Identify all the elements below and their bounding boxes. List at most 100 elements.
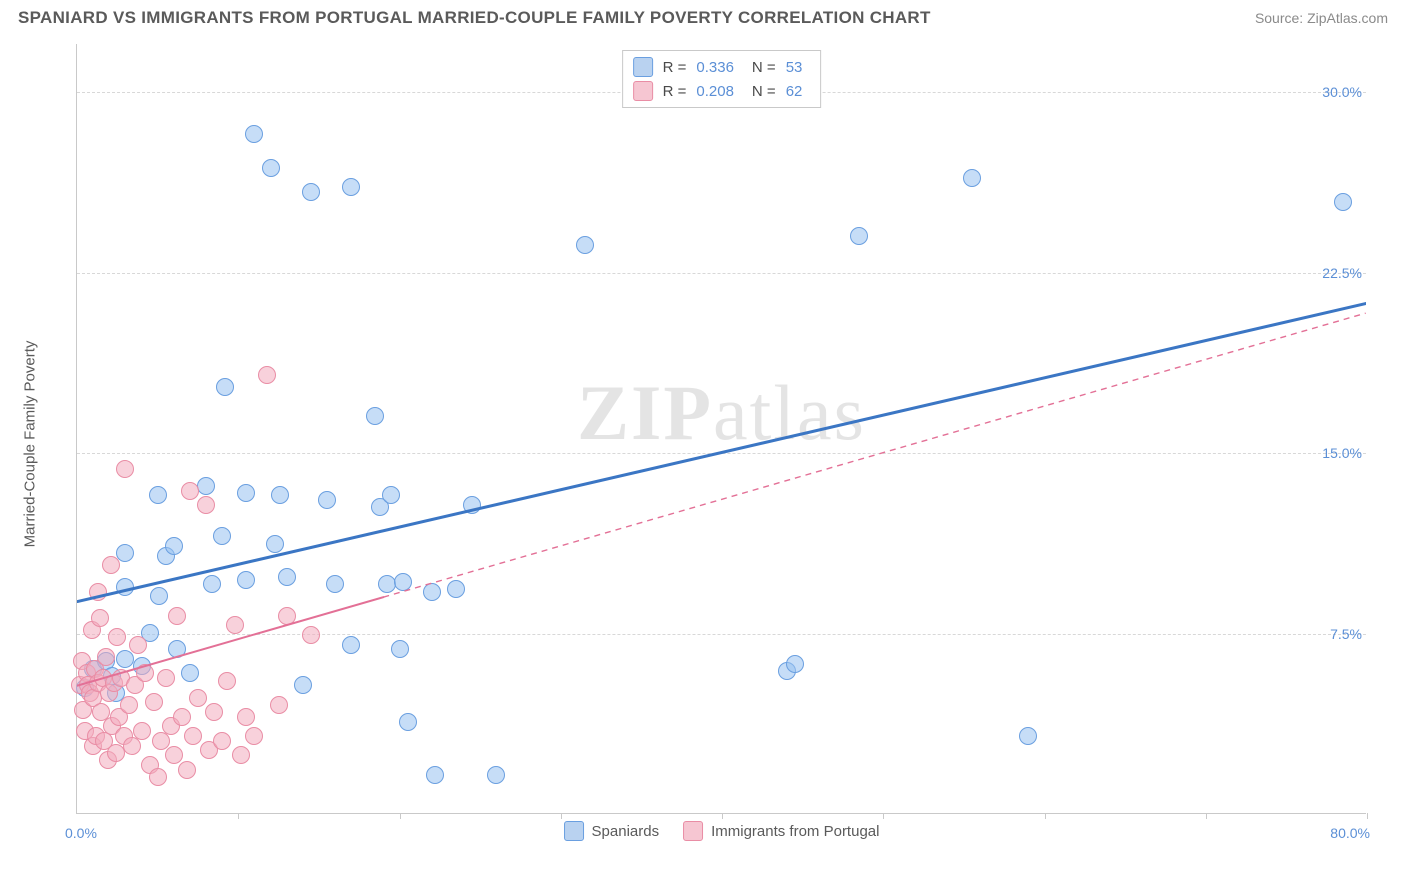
data-point-portugal (189, 689, 207, 707)
data-point-portugal (302, 626, 320, 644)
data-point-portugal (116, 460, 134, 478)
legend-series: Spaniards Immigrants from Portugal (564, 821, 880, 841)
legend-correlation: R = 0.336 N = 53 R = 0.208 N = 62 (622, 50, 822, 108)
gridline (77, 453, 1366, 454)
plot-area: ZIPatlas R = 0.336 N = 53 R = 0.208 N = … (76, 44, 1366, 814)
y-tick-label: 15.0% (1322, 445, 1362, 461)
data-point-spaniards (116, 544, 134, 562)
data-point-portugal (226, 616, 244, 634)
data-point-spaniards (326, 575, 344, 593)
data-point-spaniards (576, 236, 594, 254)
data-point-portugal (145, 693, 163, 711)
data-point-portugal (157, 669, 175, 687)
data-point-portugal (184, 727, 202, 745)
data-point-spaniards (262, 159, 280, 177)
data-point-spaniards (1334, 193, 1352, 211)
chart-title: SPANIARD VS IMMIGRANTS FROM PORTUGAL MAR… (18, 8, 931, 28)
data-point-portugal (245, 727, 263, 745)
data-point-portugal (258, 366, 276, 384)
data-point-spaniards (786, 655, 804, 673)
x-tick (722, 813, 723, 819)
data-point-spaniards (203, 575, 221, 593)
legend-row-portugal: R = 0.208 N = 62 (633, 79, 811, 103)
data-point-portugal (218, 672, 236, 690)
data-point-spaniards (1019, 727, 1037, 745)
watermark: ZIPatlas (577, 368, 866, 458)
swatch-icon (564, 821, 584, 841)
data-point-spaniards (447, 580, 465, 598)
y-tick-label: 22.5% (1322, 265, 1362, 281)
data-point-spaniards (463, 496, 481, 514)
source-label: Source: ZipAtlas.com (1255, 10, 1388, 26)
data-point-spaniards (165, 537, 183, 555)
data-point-spaniards (237, 484, 255, 502)
gridline (77, 634, 1366, 635)
data-point-portugal (278, 607, 296, 625)
gridline (77, 273, 1366, 274)
data-point-portugal (89, 583, 107, 601)
data-point-spaniards (366, 407, 384, 425)
y-axis-title: Married-Couple Family Poverty (22, 341, 39, 548)
data-point-spaniards (391, 640, 409, 658)
legend-item-portugal: Immigrants from Portugal (683, 821, 879, 841)
data-point-spaniards (342, 636, 360, 654)
data-point-spaniards (487, 766, 505, 784)
data-point-spaniards (378, 575, 396, 593)
x-min-label: 0.0% (65, 825, 97, 841)
data-point-portugal (165, 746, 183, 764)
swatch-icon (683, 821, 703, 841)
data-point-portugal (178, 761, 196, 779)
data-point-portugal (129, 636, 147, 654)
data-point-spaniards (150, 587, 168, 605)
legend-item-spaniards: Spaniards (564, 821, 660, 841)
data-point-portugal (213, 732, 231, 750)
data-point-portugal (120, 696, 138, 714)
data-point-portugal (97, 648, 115, 666)
chart-container: Married-Couple Family Poverty ZIPatlas R… (56, 44, 1386, 844)
data-point-spaniards (342, 178, 360, 196)
data-point-spaniards (423, 583, 441, 601)
x-tick (1206, 813, 1207, 819)
data-point-portugal (149, 768, 167, 786)
data-point-portugal (173, 708, 191, 726)
data-point-portugal (136, 664, 154, 682)
x-max-label: 80.0% (1330, 825, 1370, 841)
data-point-portugal (237, 708, 255, 726)
data-point-spaniards (278, 568, 296, 586)
data-point-spaniards (216, 378, 234, 396)
data-point-portugal (181, 482, 199, 500)
data-point-spaniards (237, 571, 255, 589)
data-point-spaniards (245, 125, 263, 143)
data-point-portugal (133, 722, 151, 740)
header: SPANIARD VS IMMIGRANTS FROM PORTUGAL MAR… (0, 0, 1406, 32)
y-tick-label: 30.0% (1322, 84, 1362, 100)
data-point-portugal (108, 628, 126, 646)
data-point-portugal (102, 556, 120, 574)
data-point-spaniards (271, 486, 289, 504)
swatch-icon (633, 81, 653, 101)
data-point-portugal (91, 609, 109, 627)
data-point-portugal (197, 496, 215, 514)
data-point-spaniards (318, 491, 336, 509)
data-point-spaniards (213, 527, 231, 545)
data-point-spaniards (294, 676, 312, 694)
swatch-icon (633, 57, 653, 77)
x-tick (561, 813, 562, 819)
data-point-portugal (270, 696, 288, 714)
x-tick (1045, 813, 1046, 819)
data-point-spaniards (116, 578, 134, 596)
data-point-portugal (205, 703, 223, 721)
x-tick (238, 813, 239, 819)
y-tick-label: 7.5% (1330, 626, 1362, 642)
data-point-spaniards (168, 640, 186, 658)
data-point-spaniards (266, 535, 284, 553)
data-point-portugal (232, 746, 250, 764)
data-point-portugal (168, 607, 186, 625)
x-tick (400, 813, 401, 819)
data-point-spaniards (181, 664, 199, 682)
data-point-spaniards (197, 477, 215, 495)
data-point-spaniards (302, 183, 320, 201)
data-point-spaniards (399, 713, 417, 731)
data-point-spaniards (149, 486, 167, 504)
data-point-spaniards (850, 227, 868, 245)
